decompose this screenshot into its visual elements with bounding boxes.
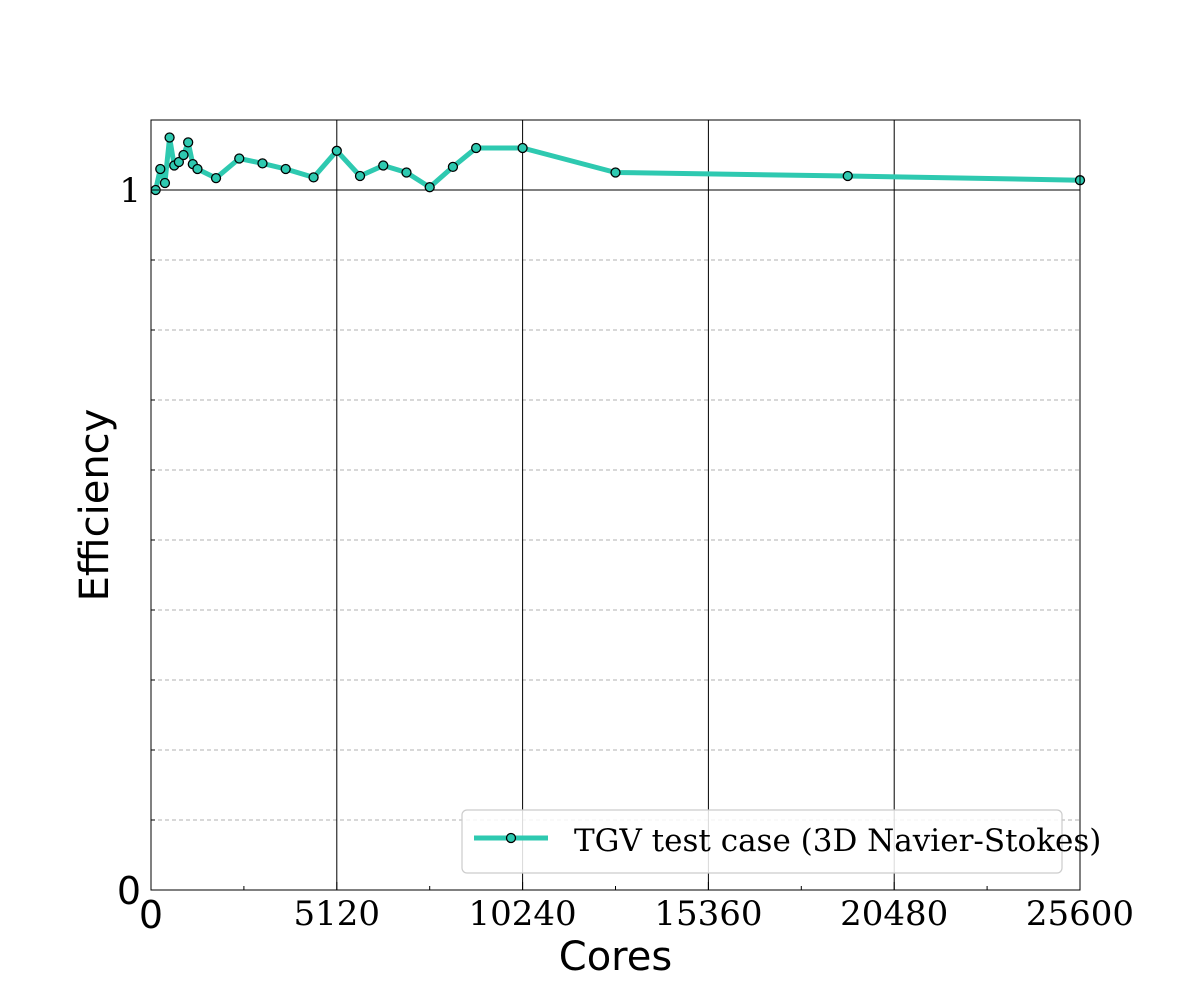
data-point (155, 163, 166, 175)
data-point (164, 132, 175, 143)
x-axis-label: Cores (559, 934, 672, 980)
legend-box (461, 809, 1063, 874)
legend-label: TGV test case (3D Navier-Stokes) (574, 823, 1101, 859)
plot-frame (150, 119, 1081, 891)
x-tick-label-3: 15360 (654, 894, 762, 934)
data-point (470, 142, 482, 154)
data-point (331, 145, 342, 156)
y-tick-label-1: 1 (119, 171, 141, 211)
data-point (401, 167, 412, 178)
x-tick-label-2: 10240 (469, 894, 577, 934)
data-point (842, 170, 853, 182)
data-point (178, 149, 189, 161)
y-axis-label: Efficiency (72, 409, 118, 602)
legend: TGV test case (3D Navier-Stokes) (461, 809, 1101, 874)
data-point (192, 163, 203, 175)
x-tick-label-0: 0 (139, 893, 163, 937)
data-point (173, 156, 185, 168)
data-point (159, 177, 171, 189)
grid-layer (151, 119, 1080, 890)
data-point (378, 160, 389, 171)
data-point (517, 142, 528, 154)
tick-layer: 0 5120 10240 15360 20480 25600 0 1 (117, 119, 1134, 937)
series-layer (150, 132, 1086, 196)
data-point (280, 163, 291, 175)
legend-marker-swatch (505, 832, 517, 844)
data-point (424, 182, 435, 193)
y-tick-label-0: 0 (117, 869, 141, 913)
data-point (183, 137, 194, 148)
x-tick-label-5: 25600 (1026, 894, 1134, 934)
x-tick-label-4: 20480 (840, 894, 948, 934)
data-point (610, 167, 621, 178)
x-tick-label-1: 5120 (294, 894, 381, 934)
data-point (257, 158, 268, 169)
data-point (210, 172, 222, 184)
data-point (308, 172, 319, 183)
series-line-0 (153, 135, 1083, 193)
data-point (354, 170, 366, 182)
data-point (234, 153, 245, 164)
data-point (447, 161, 459, 173)
